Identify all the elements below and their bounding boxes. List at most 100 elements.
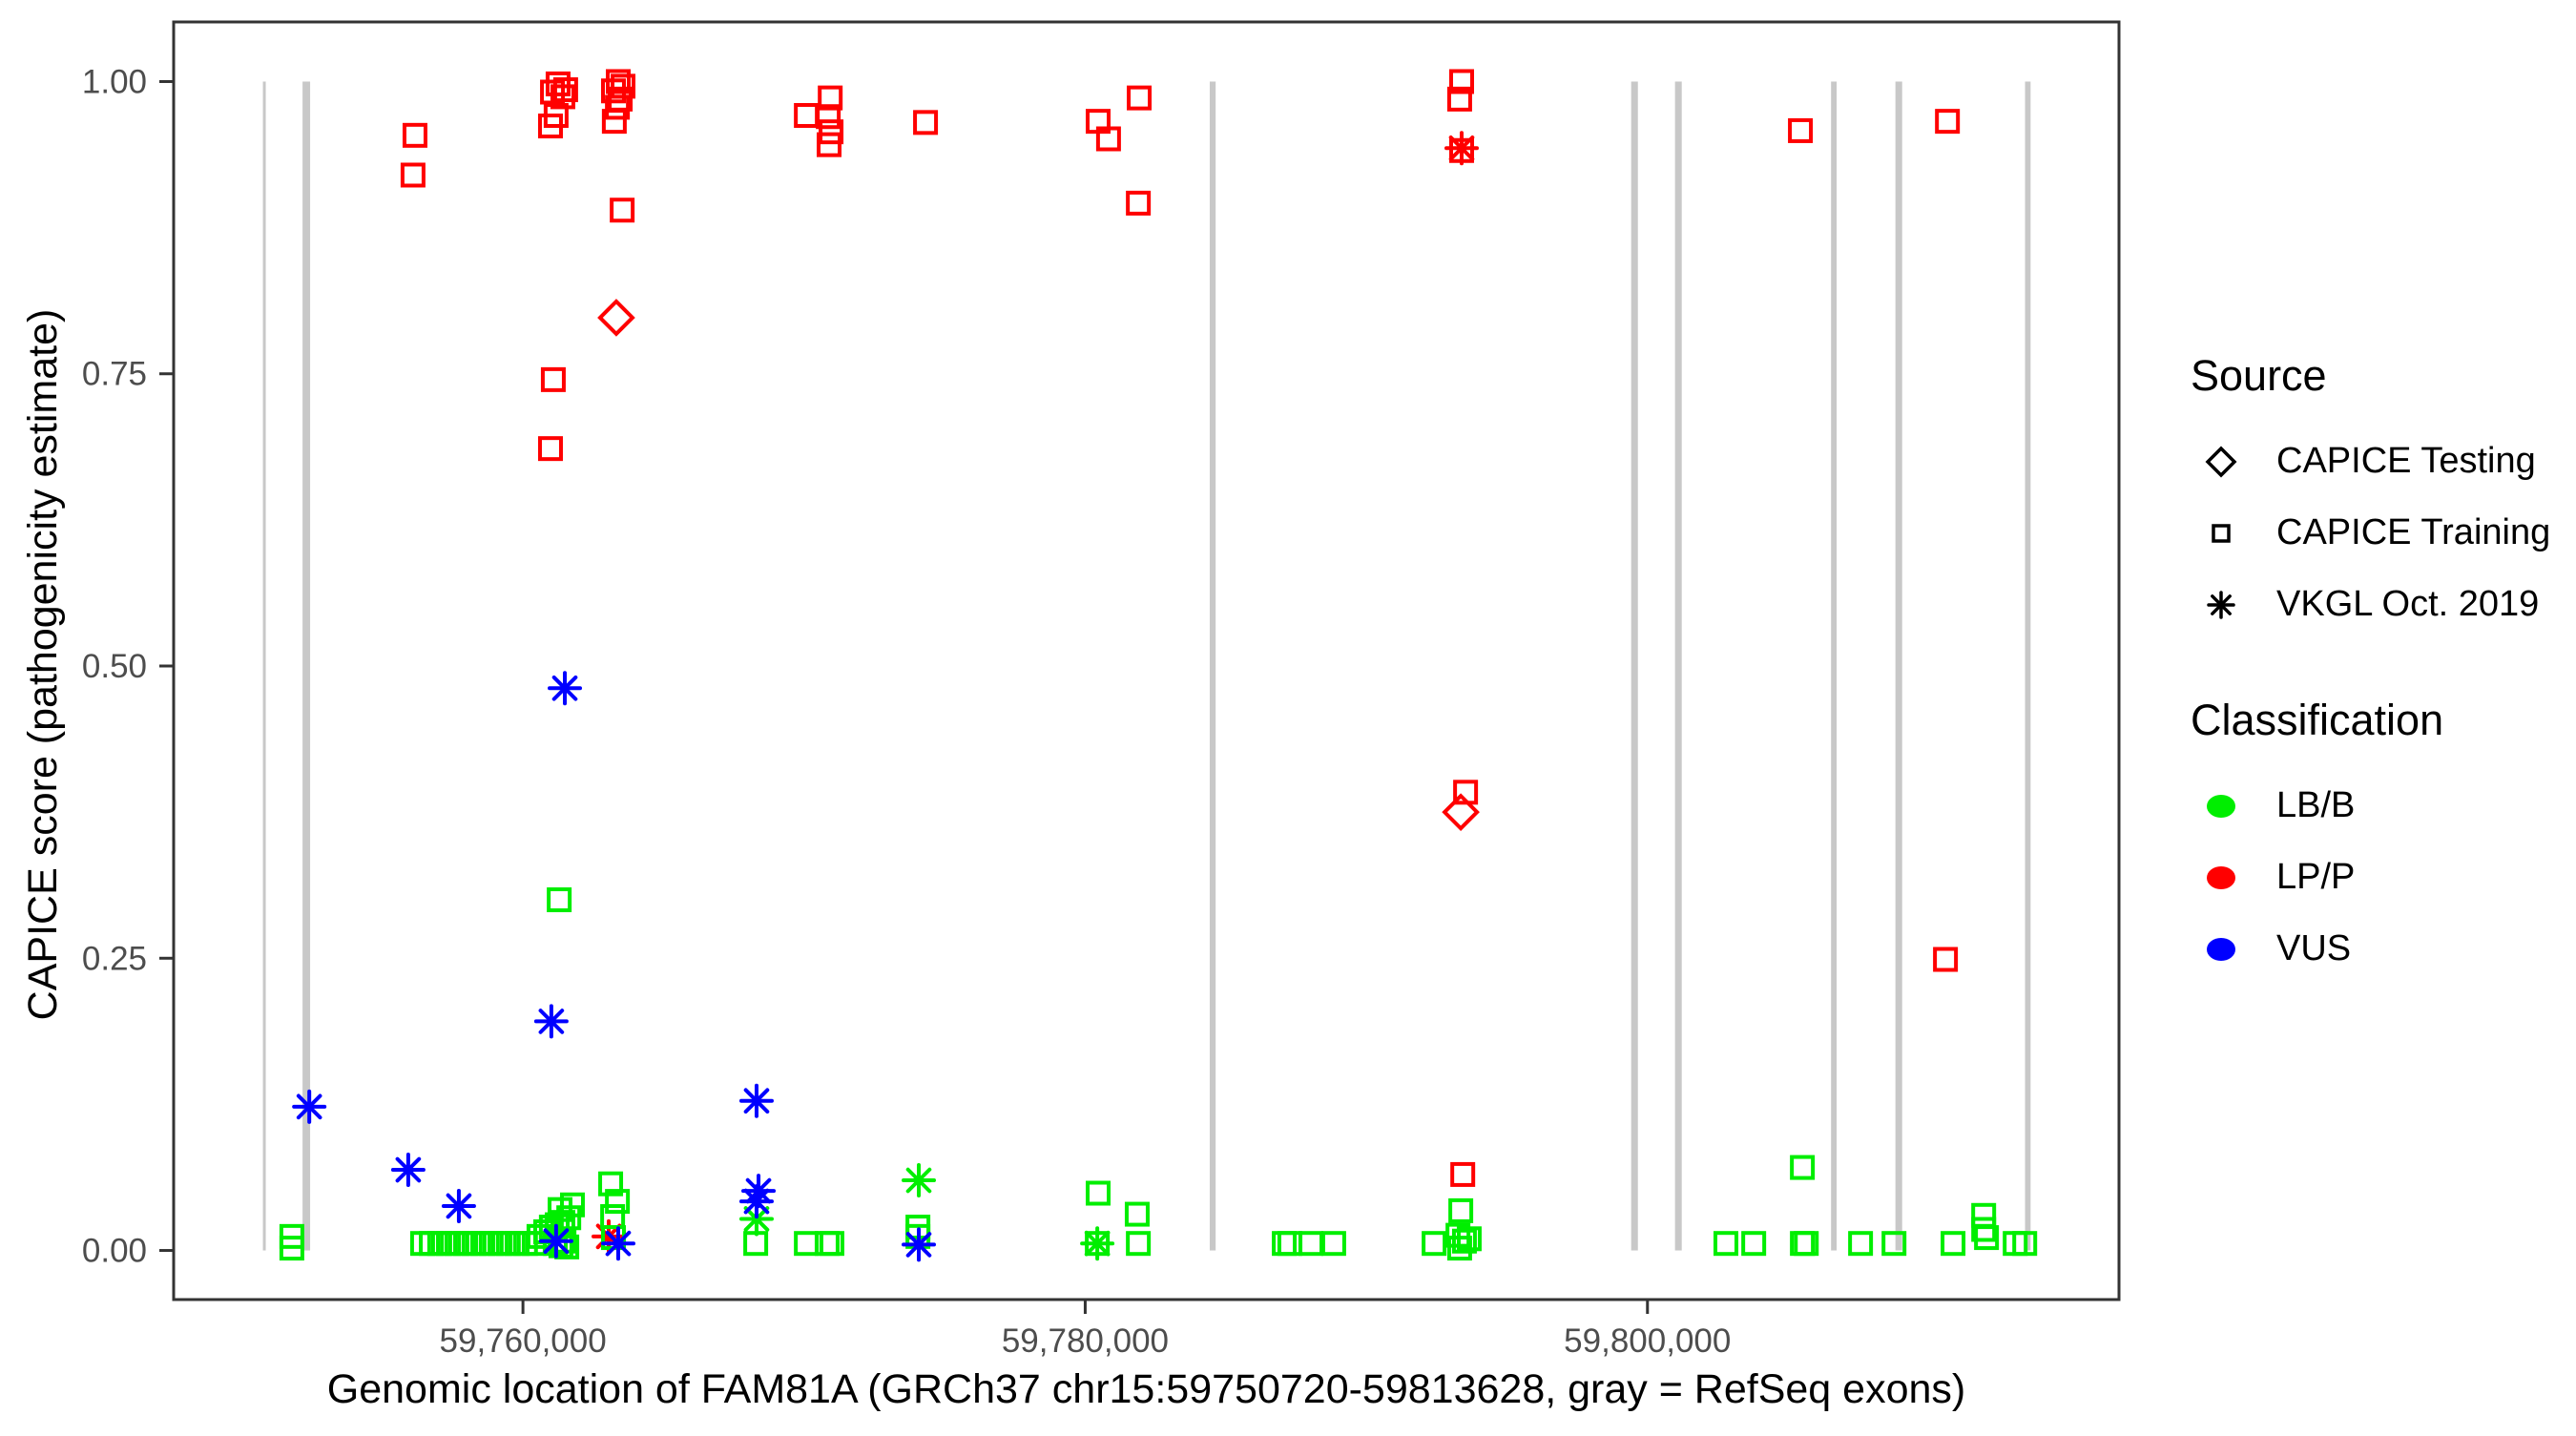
- legend-key-icon: [2191, 853, 2252, 903]
- legend-classification-title: Classification: [2191, 696, 2444, 744]
- legend-classification-items: LB/B LP/P VUS: [2191, 770, 2550, 985]
- scatter-point-square: [550, 84, 575, 110]
- dot-icon: [2207, 937, 2235, 961]
- scatter-point-square: [1971, 1202, 1997, 1228]
- scatter-point-square: [1794, 1231, 1819, 1257]
- scatter-point-square: [1451, 1228, 1477, 1254]
- scatter-point-square: [1126, 190, 1152, 216]
- scatter-point-square: [400, 162, 426, 188]
- scatter-point-square: [1788, 117, 1814, 143]
- scatter-point-square: [819, 1231, 844, 1257]
- scatter-point-square: [819, 119, 844, 145]
- scatter-point-square: [605, 1189, 631, 1215]
- legend-panel: Source CAPICE Testing CAPICE Training VKGL…: [2191, 351, 2550, 985]
- legend-source-title: Source: [2191, 351, 2327, 400]
- scatter-point-square: [818, 85, 843, 111]
- x-axis-tick-label: 59,780,000: [1002, 1322, 1169, 1360]
- point-layer: [279, 69, 2038, 1262]
- legend-key-icon: [2191, 781, 2252, 831]
- scatter-point-square: [1277, 1231, 1302, 1257]
- diamond-icon: [2205, 446, 2237, 477]
- scatter-point-square: [2012, 1231, 2038, 1257]
- scatter-point-square: [1422, 1231, 1447, 1257]
- y-axis-tick-label: 0.25: [82, 940, 147, 977]
- legend-item-label: CAPICE Training: [2276, 512, 2551, 552]
- scatter-point-asterisk: [601, 1226, 636, 1261]
- x-axis-tick-label: 59,760,000: [440, 1322, 607, 1360]
- scatter-point-square: [1095, 126, 1121, 152]
- scatter-point-diamond: [1442, 793, 1480, 831]
- legend-source-items: CAPICE Testing CAPICE Training VKGL Oct. 2…: [2191, 426, 2550, 640]
- scatter-point-square: [1848, 1231, 1874, 1257]
- legend-item-lp-p: LP/P: [2191, 842, 2550, 913]
- dot-icon: [2207, 865, 2235, 889]
- exon-bar: [1674, 81, 1682, 1251]
- legend-key-icon: [2191, 437, 2252, 487]
- scatter-point-square: [611, 73, 636, 99]
- scatter-point-square: [556, 1205, 582, 1231]
- scatter-point-asterisk: [1080, 1226, 1115, 1261]
- legend-item-capice-testing: CAPICE Testing: [2191, 426, 2550, 497]
- scatter-point-asterisk: [738, 1201, 774, 1237]
- square-icon: [2212, 523, 2231, 543]
- legend-item-capice-training: CAPICE Training: [2191, 497, 2550, 569]
- scatter-point-asterisk: [902, 1227, 937, 1262]
- x-axis-title: Genomic location of FAM81A (GRCh37 chr15…: [326, 1366, 1966, 1412]
- scatter-point-square: [743, 1231, 769, 1257]
- scatter-point-square: [1456, 1226, 1482, 1252]
- y-axis-tick-label: 0.00: [82, 1233, 147, 1270]
- y-axis-tick-label: 0.50: [82, 648, 147, 685]
- scatter-point-square: [1085, 1180, 1111, 1206]
- legend-item-label: LB/B: [2276, 785, 2356, 825]
- scatter-point-square: [1450, 1161, 1476, 1187]
- legend-key-icon: [2191, 509, 2252, 558]
- scatter-point-square: [1933, 947, 1959, 972]
- exon-bar: [302, 81, 311, 1251]
- scatter-point-square: [1446, 86, 1472, 112]
- exon-layer: [262, 81, 2031, 1251]
- scatter-point-square: [817, 132, 842, 157]
- exon-bar: [262, 81, 266, 1251]
- scatter-point-square: [610, 198, 635, 223]
- scatter-point-square: [1320, 1231, 1346, 1257]
- scatter-point-asterisk: [902, 1163, 937, 1198]
- legend-key-icon: [2191, 580, 2252, 630]
- scatter-point-square: [1448, 69, 1474, 94]
- scatter-point-square: [606, 69, 632, 94]
- scatter-point-square: [543, 103, 569, 129]
- scatter-point-square: [1272, 1231, 1298, 1257]
- scatter-point-asterisk: [741, 1174, 777, 1209]
- scatter-point-square: [547, 887, 572, 913]
- scatter-point-square: [559, 1192, 585, 1217]
- asterisk-icon: [2207, 590, 2235, 619]
- y-axis-tick-label: 0.75: [82, 356, 147, 393]
- scatter-point-square: [1974, 1225, 2000, 1251]
- scatter-point-square: [913, 110, 939, 135]
- scatter-point-asterisk: [441, 1188, 476, 1223]
- exon-bar: [2025, 81, 2031, 1251]
- scatter-point-square: [1790, 1155, 1816, 1180]
- scatter-point-diamond: [597, 299, 635, 337]
- exon-bar: [1831, 81, 1838, 1251]
- scatter-point-square: [816, 104, 841, 130]
- legend-key-icon: [2191, 925, 2252, 974]
- dot-icon: [2207, 937, 2235, 961]
- exon-bar: [1895, 81, 1902, 1251]
- legend-gap: [2191, 640, 2550, 696]
- legend-item-label: VUS: [2276, 928, 2352, 968]
- x-axis-tick-label: 59,800,000: [1564, 1322, 1731, 1360]
- scatter-point-square: [608, 86, 634, 112]
- scatter-point-square: [1448, 1197, 1474, 1223]
- scatter-point-square: [1971, 1217, 1997, 1242]
- dot-icon: [2207, 794, 2235, 818]
- scatter-point-asterisk: [738, 1083, 774, 1118]
- scatter-point-square: [1713, 1231, 1738, 1257]
- legend-item-vkgl-oct-2019: VKGL Oct. 2019: [2191, 569, 2550, 640]
- exon-bar: [1209, 81, 1216, 1251]
- scatter-point-square: [552, 77, 578, 103]
- scatter-point-square: [1881, 1231, 1907, 1257]
- scatter-point-asterisk: [533, 1004, 569, 1039]
- scatter-point-asterisk: [1444, 131, 1479, 166]
- scatter-point-asterisk: [538, 1223, 573, 1259]
